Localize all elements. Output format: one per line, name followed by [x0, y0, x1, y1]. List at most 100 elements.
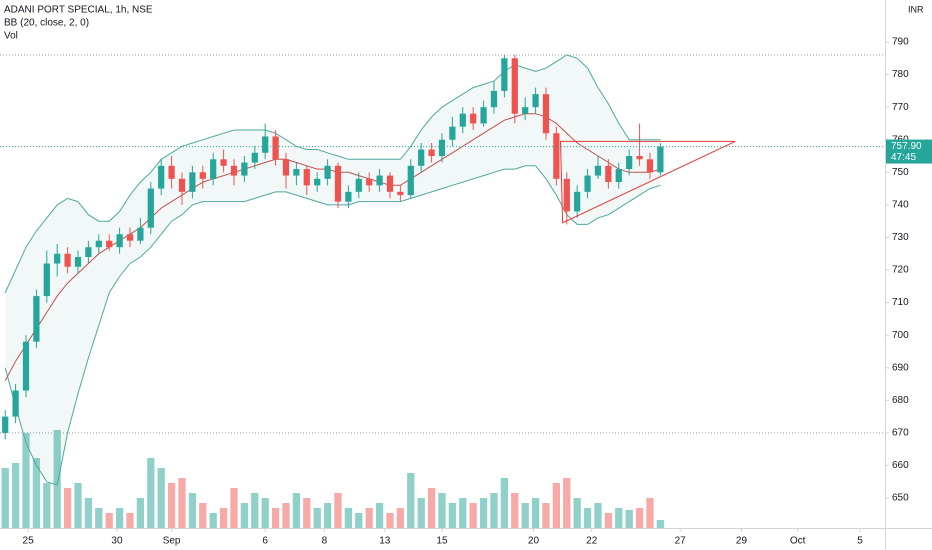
candle-body [2, 416, 9, 433]
candle-body [646, 159, 654, 173]
volume-bar [188, 493, 197, 528]
candle-body [376, 175, 383, 186]
x-tick-label: 30 [111, 536, 123, 547]
candle-body [168, 165, 175, 179]
volume-bar [219, 508, 228, 528]
candle-body [386, 175, 394, 192]
volume-bar [136, 498, 145, 528]
last-price-badge [886, 139, 932, 164]
volume-bar [490, 493, 498, 528]
candle-body [428, 149, 435, 157]
volume-bar [126, 513, 134, 528]
volume-bar [313, 508, 321, 528]
x-tick-label: 25 [23, 536, 35, 547]
volume-bar [511, 493, 519, 528]
y-tick-label: 710 [892, 297, 909, 308]
candle-body [199, 172, 206, 179]
volume-bar [646, 498, 654, 528]
x-tick-label: Oct [790, 536, 806, 547]
x-tick-label: 20 [528, 536, 540, 547]
volume-bar [594, 503, 602, 528]
y-tick-label: 650 [892, 493, 909, 504]
plot-area [0, 54, 885, 528]
y-tick-label: 770 [892, 102, 909, 113]
x-tick-label: 6 [262, 536, 268, 547]
candle-body [282, 159, 290, 176]
candle-body [54, 253, 61, 264]
candle-body [106, 240, 113, 248]
candle-body [532, 94, 539, 108]
volume-bar [167, 483, 176, 528]
volume-bar [469, 503, 477, 528]
volume-bar [115, 508, 124, 528]
volume-bar [22, 433, 30, 528]
candle-body [293, 169, 300, 176]
volume-bar [573, 498, 581, 528]
volume-bar [11, 463, 20, 528]
volume-bar [74, 483, 82, 528]
candle-body [272, 136, 279, 160]
band-fill [5, 55, 661, 485]
candle-body [126, 234, 134, 241]
volume-bar [230, 488, 238, 528]
volume-bar [43, 483, 51, 528]
y-tick-label: 690 [892, 362, 909, 373]
volume-bar [209, 513, 217, 528]
x-tick-label: 8 [322, 536, 328, 547]
volume-bar [271, 508, 280, 528]
x-tick-label: 15 [436, 536, 448, 547]
candle-body [12, 390, 19, 417]
x-tick-label: 13 [379, 536, 391, 547]
candle-body [542, 94, 550, 134]
volume-bar [334, 493, 342, 528]
candle-body [480, 107, 487, 124]
volume-bar [157, 468, 165, 528]
candle-body [584, 175, 591, 192]
volume-bar [1, 468, 9, 528]
volume-bar [583, 508, 592, 528]
volume-bar [625, 510, 633, 528]
volume-bar [656, 520, 665, 528]
volume-bar [521, 503, 529, 528]
x-tick-label: 22 [586, 536, 598, 547]
volume-bar [251, 493, 259, 528]
volume-bar [178, 478, 186, 528]
x-tick-label: 5 [857, 536, 863, 547]
candle-body [407, 165, 414, 196]
candle-body [366, 178, 373, 186]
chart-title: ADANI PORT SPECIAL, 1h, NSE [4, 5, 153, 16]
volume-bar [84, 498, 93, 528]
y-tick-label: 680 [892, 395, 909, 406]
volume-bar [240, 503, 249, 528]
currency-label: INR [908, 4, 924, 14]
candle-body [116, 234, 123, 248]
volume-bar [303, 498, 311, 528]
volume-bar [282, 503, 290, 528]
candle-body [605, 165, 612, 183]
candle-body [147, 188, 154, 228]
volume-bar [500, 478, 509, 528]
candle-body [511, 58, 518, 114]
volume-bar [438, 493, 446, 528]
volume-bar [53, 430, 61, 528]
candle-body [418, 149, 425, 166]
volume-bar [147, 458, 155, 528]
volume-bar [292, 493, 301, 528]
band-basis [4, 113, 661, 382]
candle-body [626, 156, 633, 170]
volume-bar [365, 508, 373, 528]
y-tick-label: 670 [892, 428, 909, 439]
volume-bar [635, 508, 644, 528]
volume-bar [199, 503, 207, 528]
candle-body [657, 146, 664, 173]
volume-bar [604, 513, 613, 528]
candle-body [501, 58, 508, 91]
y-tick-label: 750 [892, 167, 909, 178]
candle-body [210, 159, 217, 179]
volume-bar [542, 503, 550, 528]
volume-bar [417, 498, 425, 528]
volume-bar [531, 498, 540, 528]
volume-bar [615, 508, 623, 528]
candle-body [64, 253, 71, 267]
candle-body [262, 136, 269, 153]
